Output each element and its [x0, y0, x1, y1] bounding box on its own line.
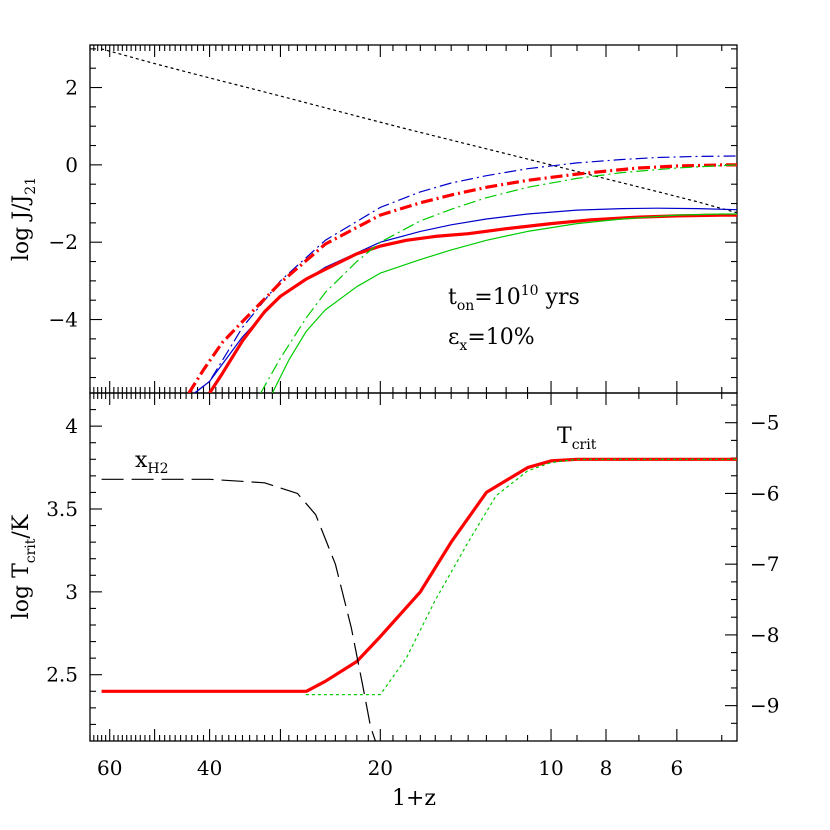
xh2-label: xH2 — [135, 448, 169, 477]
top-series-line-5 — [260, 164, 737, 393]
top-y-tick-label: 2 — [65, 76, 78, 100]
bottom-panel-frame — [89, 392, 738, 742]
x-tick-label: 20 — [368, 756, 393, 780]
tick-labels: 60 40 20 10 8 620−2−443.532.5−5−6−7−8−9 — [46, 76, 779, 780]
top-series-line-6 — [271, 213, 737, 393]
bottom-y-tick-label: 2.5 — [46, 663, 78, 687]
x-tick-label: 10 — [538, 756, 563, 780]
top-series-line-4 — [208, 213, 737, 393]
top-panel-frame — [89, 44, 738, 394]
bottom-y-tick-label: 3 — [65, 580, 78, 604]
x-tick-label: 6 — [670, 756, 683, 780]
eps-annotation: εx=10% — [448, 325, 535, 354]
bottom-series-line-2 — [101, 478, 376, 741]
axis-ticks — [89, 45, 737, 742]
bottom-y2-tick-label: −7 — [750, 552, 779, 576]
bottom-panel-series — [101, 457, 737, 741]
bottom-y-tick-label: 4 — [65, 414, 78, 438]
x-axis-title: 1+z — [392, 786, 436, 811]
top-series-line-3 — [187, 163, 737, 393]
x-tick-label: 60 — [97, 756, 122, 780]
top-panel-series — [101, 48, 737, 393]
x-tick-label: 40 — [197, 756, 222, 780]
bottom-y2-tick-label: −5 — [750, 411, 779, 435]
x-tick-label: 8 — [600, 756, 613, 780]
bottom-series-line-0 — [101, 457, 737, 693]
tcrit-label: Tcrit — [557, 424, 597, 453]
top-y-tick-label: 0 — [65, 153, 78, 177]
top-y-tick-label: −4 — [49, 308, 78, 332]
bottom-y2-tick-label: −6 — [750, 481, 779, 505]
bottom-series-line-1 — [305, 458, 737, 696]
top-y-tick-label: −2 — [49, 230, 78, 254]
bottom-y2-tick-label: −8 — [750, 623, 779, 647]
top-series-line-0 — [101, 48, 737, 214]
ton-annotation: ton=1010 yrs — [448, 283, 580, 314]
top-y-axis-title: log J/J21 — [9, 177, 39, 261]
bottom-y-axis-title: log Tcrit/K — [9, 514, 39, 619]
bottom-y2-tick-label: −9 — [750, 694, 779, 718]
top-series-line-1 — [194, 155, 737, 393]
bottom-y-tick-label: 3.5 — [46, 497, 78, 521]
